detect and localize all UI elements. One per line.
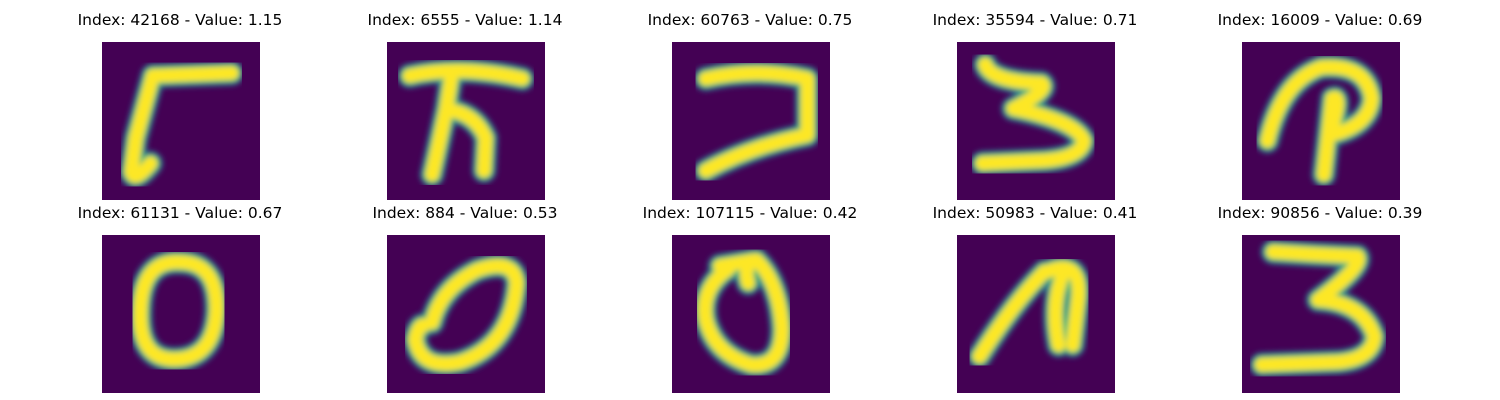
digit-image bbox=[957, 42, 1115, 200]
panel-title: Index: 35594 - Value: 0.71 bbox=[932, 11, 1138, 29]
digit-stroke bbox=[133, 255, 224, 366]
panel-title: Index: 42168 - Value: 1.15 bbox=[77, 11, 283, 29]
digit-image-svg bbox=[672, 42, 830, 200]
image-background bbox=[957, 235, 1115, 393]
panel-1: Index: 6555 - Value: 1.14 bbox=[325, 8, 605, 200]
panel-9: Index: 90856 - Value: 0.39 bbox=[1180, 201, 1460, 393]
panel-title: Index: 16009 - Value: 0.69 bbox=[1217, 11, 1423, 29]
panel-3: Index: 35594 - Value: 0.71 bbox=[895, 8, 1175, 200]
digit-image bbox=[672, 42, 830, 200]
digit-image bbox=[672, 235, 830, 393]
digit-stroke bbox=[1260, 60, 1379, 182]
panel-title: Index: 107115 - Value: 0.42 bbox=[642, 204, 858, 222]
digit-image bbox=[1242, 235, 1400, 393]
digit-image-svg bbox=[102, 42, 260, 200]
digit-stroke bbox=[408, 259, 524, 371]
digit-stroke bbox=[699, 66, 815, 178]
digit-image bbox=[1242, 42, 1400, 200]
panel-title: Index: 61131 - Value: 0.67 bbox=[77, 204, 283, 222]
digit-image-svg bbox=[957, 42, 1115, 200]
digit-image-svg bbox=[957, 235, 1115, 393]
panel-title: Index: 884 - Value: 0.53 bbox=[372, 204, 558, 222]
panel-title: Index: 60763 - Value: 0.75 bbox=[647, 11, 853, 29]
digit-stroke bbox=[975, 57, 1091, 171]
digit-stroke bbox=[124, 66, 239, 183]
digit-stroke bbox=[972, 261, 1086, 364]
panel-7: Index: 107115 - Value: 0.42 bbox=[610, 201, 890, 393]
digit-image-svg bbox=[387, 42, 545, 200]
digit-image bbox=[102, 42, 260, 200]
panel-5: Index: 61131 - Value: 0.67 bbox=[40, 201, 320, 393]
panel-2: Index: 60763 - Value: 0.75 bbox=[610, 8, 890, 200]
digit-image bbox=[102, 235, 260, 393]
panel-4: Index: 16009 - Value: 0.69 bbox=[1180, 8, 1460, 200]
panel-6: Index: 884 - Value: 0.53 bbox=[325, 201, 605, 393]
panel-title: Index: 50983 - Value: 0.41 bbox=[932, 204, 1138, 222]
panel-0: Index: 42168 - Value: 1.15 bbox=[40, 8, 320, 200]
digit-stroke bbox=[1254, 245, 1382, 372]
panel-title: Index: 6555 - Value: 1.14 bbox=[367, 11, 563, 29]
digit-image-svg bbox=[387, 235, 545, 393]
digit-image bbox=[957, 235, 1115, 393]
digit-stroke bbox=[402, 64, 530, 182]
digit-image-svg bbox=[102, 235, 260, 393]
panel-title: Index: 90856 - Value: 0.39 bbox=[1217, 204, 1423, 222]
digit-image-svg bbox=[1242, 235, 1400, 393]
digit-stroke bbox=[698, 253, 789, 372]
digit-image-svg bbox=[1242, 42, 1400, 200]
digit-image bbox=[387, 42, 545, 200]
digit-image-svg bbox=[672, 235, 830, 393]
digit-image bbox=[387, 235, 545, 393]
panel-8: Index: 50983 - Value: 0.41 bbox=[895, 201, 1175, 393]
